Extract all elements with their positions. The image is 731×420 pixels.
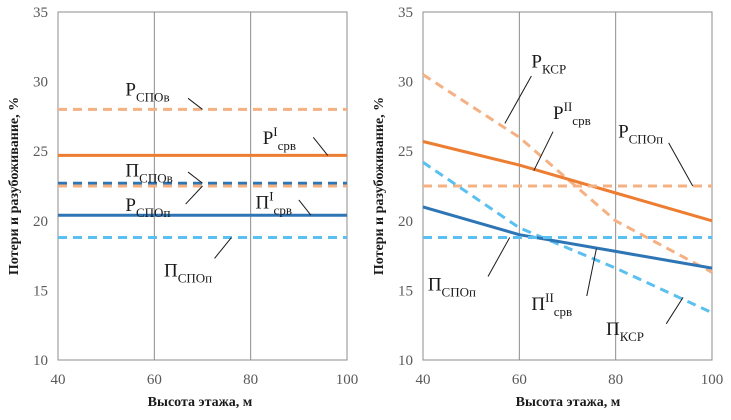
series-label-p_srv1: PIсрв — [263, 124, 296, 153]
x-tick-label: 80 — [608, 372, 623, 388]
series-label-subscript: СПОп — [178, 270, 212, 285]
annotation-leader — [533, 131, 554, 171]
annotation-leader — [504, 75, 532, 124]
series-label-superscript: I — [269, 188, 273, 203]
y-tick-label: 25 — [33, 144, 48, 160]
series-label-p_ksr: PКСР — [531, 52, 566, 77]
series-label-p_spop2: PСПОп — [618, 121, 663, 146]
y-tick-label: 20 — [398, 214, 413, 230]
x-tick-label: 40 — [416, 372, 431, 388]
series-label-symbol: P — [263, 128, 274, 149]
annotation-leader — [214, 237, 232, 259]
series-line-p_srv2 — [422, 140, 713, 223]
series-label-subscript: срв — [554, 304, 572, 319]
series-label-subscript: срв — [278, 138, 296, 153]
series-label-symbol: П — [531, 294, 545, 315]
series-label-subscript: СПОп — [442, 284, 476, 299]
y-tick-label: 20 — [33, 214, 48, 230]
series-label-symbol: П — [428, 274, 442, 295]
series-label-pi_spop2: ПСПОп — [428, 274, 476, 299]
series-label-symbol: P — [618, 121, 629, 142]
series-label-symbol: П — [125, 160, 139, 181]
series-label-superscript: II — [564, 99, 573, 114]
left-chart-panel: 40 60 80 100 10 15 20 25 30 35 Высота этажа, м Поте… — [7, 5, 358, 410]
annotation-leader — [298, 199, 312, 216]
annotation-leader — [185, 185, 203, 205]
y-tick-label: 15 — [33, 283, 48, 299]
series-label-symbol: P — [125, 80, 136, 101]
series-label-pi_ksr: ПКСР — [606, 319, 644, 344]
series-line-pi_srv2 — [422, 205, 713, 270]
y-tick-label: 30 — [33, 75, 48, 91]
y-tick-label: 10 — [398, 353, 413, 369]
y-tick-label: 30 — [398, 75, 413, 91]
series-label-pi_srv1: ПIсрв — [255, 188, 292, 217]
series-label-subscript: срв — [274, 202, 292, 217]
x-axis-title: Высота этажа, м — [148, 395, 253, 410]
series-label-symbol: П — [606, 319, 620, 340]
x-tick-label: 80 — [243, 372, 258, 388]
x-tick-label: 100 — [701, 372, 724, 388]
x-tick-label: 60 — [147, 372, 162, 388]
series-label-subscript: СПОп — [629, 131, 663, 146]
x-axis-title: Высота этажа, м — [516, 395, 621, 410]
series-label-p_spov: PСПОв — [125, 80, 169, 105]
annotation-leader — [665, 297, 684, 325]
annotation-leader — [487, 237, 511, 277]
series-label-subscript: СПОв — [139, 170, 173, 185]
series-label-subscript: СПОв — [136, 90, 170, 105]
annotation-leader — [312, 136, 329, 156]
series-line-pi_ksr — [422, 161, 713, 315]
y-tick-label: 15 — [398, 283, 413, 299]
y-axis-title: Потери и разубоживание, % — [372, 97, 387, 275]
series-label-symbol: P — [125, 195, 136, 216]
x-tick-label: 100 — [336, 372, 359, 388]
x-tick-label: 60 — [512, 372, 527, 388]
series-label-subscript: СПОп — [136, 205, 170, 220]
y-tick-label: 25 — [398, 144, 413, 160]
series-label-symbol: П — [255, 192, 269, 213]
annotation-leader — [187, 171, 203, 184]
series-label-symbol: P — [531, 52, 542, 73]
annotation-leader — [586, 248, 597, 297]
series-label-p_spop: PСПОп — [125, 195, 170, 220]
series-label-p_srv2: PIIсрв — [553, 99, 591, 128]
y-tick-label: 35 — [398, 5, 413, 21]
annotation-leader — [668, 142, 694, 187]
y-tick-label: 10 — [33, 353, 48, 369]
x-tick-label: 40 — [51, 372, 66, 388]
y-tick-label: 35 — [33, 5, 48, 21]
y-axis-title: Потери и разубоживание, % — [7, 97, 22, 275]
series-label-superscript: II — [545, 290, 554, 305]
right-chart-panel: 40 60 80 100 10 15 20 25 30 35 Высота этажа, м Поте… — [372, 5, 723, 410]
series-label-pi_spop: ПСПОп — [164, 260, 212, 285]
series-label-subscript: КСР — [542, 62, 566, 77]
series-label-symbol: P — [553, 103, 564, 124]
series-label-pi_srv2: ПIIсрв — [531, 290, 572, 319]
series-label-subscript: срв — [572, 113, 590, 128]
annotation-leader — [187, 97, 203, 110]
series-label-pi_spov: ПСПОв — [125, 160, 172, 185]
series-label-symbol: П — [164, 260, 178, 281]
series-label-subscript: КСР — [620, 329, 644, 344]
series-label-superscript: I — [273, 124, 277, 139]
